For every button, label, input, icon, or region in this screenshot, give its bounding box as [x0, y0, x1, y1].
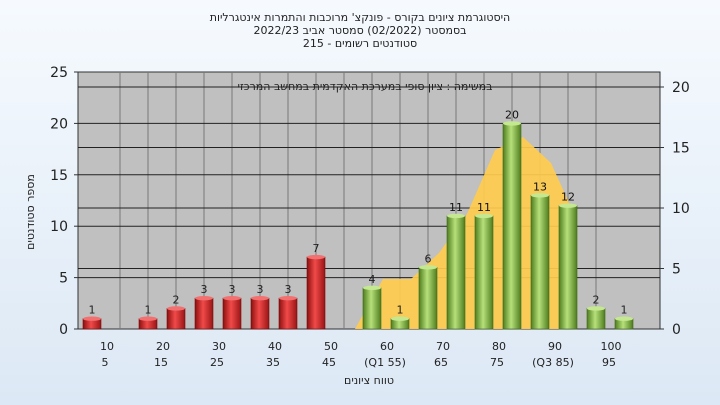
bar-label-5: 1: [89, 304, 96, 317]
bar-90: [558, 205, 578, 330]
bar-top-85: [531, 193, 549, 198]
bar-label-25: 3: [201, 283, 208, 296]
bar-label-35: 3: [257, 283, 264, 296]
bar-top-15: [139, 316, 157, 321]
x-tick-label-upper: 80: [492, 340, 506, 353]
bar-top-25: [195, 295, 213, 301]
bar-25: [194, 297, 214, 330]
bar-label-70: 11: [449, 201, 463, 214]
x-tick-label-lower: 45: [322, 356, 336, 369]
x-tick-label-lower: (Q1 55): [364, 356, 406, 369]
bar-label-20: 2: [173, 293, 180, 306]
bar-label-75: 11: [477, 201, 491, 214]
bar-label-85: 13: [533, 180, 547, 193]
bar-top-90: [559, 203, 577, 208]
bar-80: [502, 123, 522, 330]
bar-top-5: [83, 316, 101, 321]
bar-top-75: [475, 213, 493, 219]
bar-label-45: 7: [313, 242, 320, 255]
bar-top-45: [307, 254, 325, 260]
bar-top-70: [447, 213, 465, 219]
y-tick-label: 15: [50, 168, 68, 184]
bar-label-65: 6: [425, 252, 432, 265]
bar-top-35: [251, 295, 269, 301]
x-tick-label-upper: 30: [212, 340, 226, 353]
bar-label-60: 1: [397, 304, 404, 317]
bar-65: [418, 267, 438, 330]
bar-40: [278, 297, 298, 330]
bar-70: [446, 215, 466, 330]
y-tick-label: 20: [50, 116, 68, 132]
bar-label-15: 1: [145, 304, 152, 317]
bar-85: [530, 195, 550, 330]
x-tick-label-lower: (Q3 85): [532, 356, 574, 369]
x-tick-label-lower: 65: [434, 356, 448, 369]
bar-55: [362, 287, 382, 330]
bar-top-65: [419, 265, 437, 270]
bar-label-100: 1: [621, 304, 628, 317]
y-tick-label: 10: [50, 219, 68, 235]
bar-top-30: [223, 295, 241, 301]
x-tick-label-upper: 100: [601, 340, 622, 353]
bar-45: [306, 256, 326, 330]
x-tick-label-upper: 90: [548, 340, 562, 353]
x-tick-label-upper: 70: [436, 340, 450, 353]
bar-95: [586, 308, 606, 330]
y-tick-label: 5: [59, 271, 68, 287]
bar-label-55: 4: [369, 273, 376, 286]
bar-label-30: 3: [229, 283, 236, 296]
y2-tick-label: 20: [672, 80, 690, 96]
y2-tick-label: 15: [672, 141, 690, 157]
x-tick-label-lower: 25: [210, 356, 224, 369]
y2-tick-label: 5: [672, 262, 681, 278]
bar-35: [250, 297, 270, 330]
x-tick-label-lower: 5: [102, 356, 109, 369]
x-tick-label-lower: 75: [490, 356, 504, 369]
chart-subtitle: במשימה : ציון סופי במערכת האקדמית במחשב …: [238, 80, 493, 93]
bar-30: [222, 297, 242, 330]
chart-title-line-1: היסטוגרמת ציונים בקורס - פונקצ' מרוכבות …: [209, 11, 511, 24]
bar-label-40: 3: [285, 283, 292, 296]
bar-20: [166, 308, 186, 330]
chart-title-line-3: סטודנטים רשומים - 215: [302, 37, 418, 50]
bar-75: [474, 215, 494, 330]
y2-tick-label: 10: [672, 201, 690, 217]
bar-top-60: [391, 316, 409, 321]
y2-tick-label: 0: [672, 322, 681, 338]
x-tick-label-lower: 35: [266, 356, 280, 369]
chart-title-line-2: בסמסטר (02/2022) סמסטר אביב 2022/23: [253, 24, 467, 37]
x-tick-label-upper: 60: [380, 340, 394, 353]
y-axis-title: מספר סטודנטים: [24, 174, 37, 250]
x-tick-label-lower: 15: [154, 356, 168, 369]
x-tick-label-upper: 50: [324, 340, 338, 353]
x-tick-label-upper: 10: [100, 340, 114, 353]
bar-label-95: 2: [593, 293, 600, 306]
bar-label-90: 12: [561, 191, 575, 204]
y-tick-label: 0: [59, 322, 68, 338]
bar-label-80: 20: [505, 108, 519, 121]
bar-top-100: [615, 316, 633, 321]
x-axis-title: טווח ציונים: [344, 374, 394, 387]
bar-top-80: [503, 121, 521, 126]
bar-top-55: [363, 285, 381, 291]
x-tick-label-upper: 40: [268, 340, 282, 353]
x-tick-label-upper: 20: [156, 340, 170, 353]
y-tick-label: 25: [50, 65, 68, 81]
bar-top-20: [167, 306, 185, 311]
bar-top-95: [587, 306, 605, 311]
bar-top-40: [279, 295, 297, 301]
x-tick-label-lower: 95: [602, 356, 616, 369]
